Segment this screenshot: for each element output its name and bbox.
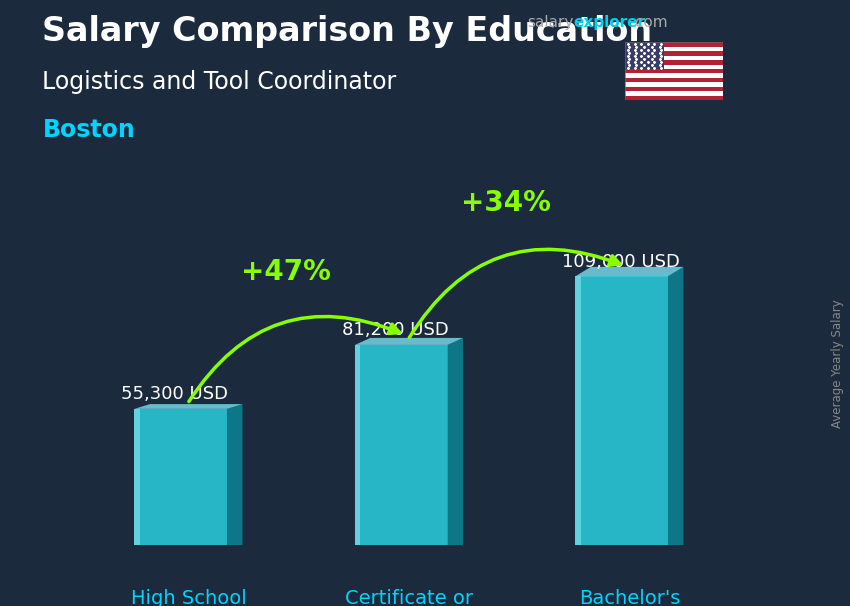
- Text: Boston: Boston: [42, 118, 135, 142]
- Bar: [134, 409, 140, 545]
- Text: Logistics and Tool Coordinator: Logistics and Tool Coordinator: [42, 70, 397, 94]
- Bar: [625, 42, 722, 47]
- FancyArrowPatch shape: [189, 316, 400, 402]
- Polygon shape: [575, 267, 683, 276]
- Text: 109,000 USD: 109,000 USD: [562, 253, 680, 271]
- Text: Salary Comparison By Education: Salary Comparison By Education: [42, 15, 653, 48]
- Bar: [575, 276, 581, 545]
- Text: +34%: +34%: [461, 189, 551, 217]
- Bar: [625, 87, 722, 91]
- Bar: [625, 91, 722, 96]
- Text: 55,300 USD: 55,300 USD: [122, 385, 229, 404]
- Bar: [625, 42, 664, 69]
- Bar: [625, 52, 722, 56]
- Polygon shape: [668, 267, 683, 545]
- Text: Certificate or
Diploma: Certificate or Diploma: [345, 589, 473, 606]
- Bar: [625, 96, 722, 100]
- Text: +47%: +47%: [241, 258, 331, 285]
- Bar: [625, 60, 722, 65]
- Polygon shape: [355, 338, 463, 345]
- Bar: [625, 56, 722, 60]
- Bar: [625, 78, 722, 82]
- Text: Average Yearly Salary: Average Yearly Salary: [830, 299, 844, 428]
- Text: .com: .com: [631, 15, 668, 30]
- Text: salary: salary: [527, 15, 574, 30]
- Bar: [625, 47, 722, 52]
- Bar: [134, 409, 227, 545]
- Text: Bachelor's
Degree: Bachelor's Degree: [579, 589, 680, 606]
- Text: 81,200 USD: 81,200 USD: [342, 322, 449, 339]
- Bar: [625, 73, 722, 78]
- Bar: [575, 276, 668, 545]
- Bar: [625, 82, 722, 87]
- FancyArrowPatch shape: [410, 249, 620, 338]
- Polygon shape: [134, 404, 242, 409]
- Polygon shape: [447, 338, 463, 545]
- Text: High School: High School: [131, 589, 246, 606]
- Bar: [625, 65, 722, 69]
- Bar: [355, 345, 447, 545]
- Bar: [625, 69, 722, 73]
- Text: explorer: explorer: [574, 15, 646, 30]
- Bar: [355, 345, 360, 545]
- Polygon shape: [227, 404, 242, 545]
